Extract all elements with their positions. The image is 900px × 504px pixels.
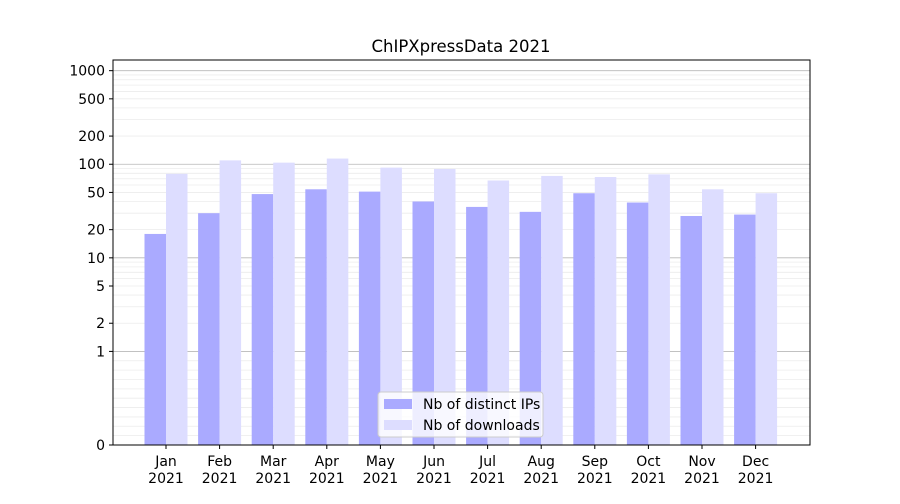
x-tick-label: Jul 2021 bbox=[470, 454, 506, 487]
bar-distinct-ips bbox=[626, 202, 649, 445]
x-tick-label: Mar 2021 bbox=[255, 454, 291, 487]
bar-downloads bbox=[487, 180, 510, 446]
bar-distinct-ips bbox=[144, 233, 166, 445]
x-tick-label: Nov 2021 bbox=[684, 454, 720, 487]
bar-downloads bbox=[380, 167, 402, 445]
x-tick-label: Jun 2021 bbox=[416, 454, 452, 487]
y-tick-label: 1000 bbox=[69, 64, 105, 80]
x-tick-label: Oct 2021 bbox=[631, 454, 667, 487]
x-tick-label: Apr 2021 bbox=[309, 454, 345, 487]
y-tick-label: 100 bbox=[78, 157, 105, 173]
y-tick-label: 1 bbox=[96, 344, 105, 360]
bar-downloads bbox=[594, 177, 617, 446]
bar-downloads bbox=[648, 174, 670, 445]
legend-box bbox=[377, 391, 544, 438]
bar-downloads bbox=[166, 173, 188, 446]
legend-swatch bbox=[384, 420, 412, 430]
bar-downloads bbox=[702, 189, 724, 445]
bar-downloads bbox=[273, 162, 295, 445]
bar-distinct-ips bbox=[358, 191, 381, 445]
y-tick-label: 200 bbox=[78, 129, 105, 145]
legend-swatch bbox=[384, 399, 412, 409]
legend-label: Nb of downloads bbox=[423, 418, 540, 434]
bar-distinct-ips bbox=[412, 201, 434, 445]
bars bbox=[144, 158, 778, 446]
x-tick-label: Jan 2021 bbox=[148, 454, 184, 487]
bar-downloads bbox=[326, 158, 349, 445]
bar-downloads bbox=[219, 160, 242, 445]
x-tick-label: Dec 2021 bbox=[738, 454, 774, 487]
y-tick-label: 50 bbox=[87, 185, 105, 201]
y-tick-label: 5 bbox=[96, 279, 105, 295]
bar-distinct-ips bbox=[680, 215, 702, 445]
axis-ticks: 0 1 2 5 10 20 50 100 200 500 1000 Jan 2021 Feb 2021 Mar… bbox=[69, 64, 773, 487]
bar-downloads bbox=[434, 168, 456, 445]
bar-distinct-ips bbox=[519, 211, 542, 445]
y-tick-label: 0 bbox=[96, 438, 105, 454]
chart-title: ChIPXpressData 2021 bbox=[372, 37, 551, 56]
bar-downloads bbox=[755, 193, 778, 445]
legend-label: Nb of distinct IPs bbox=[423, 397, 540, 413]
x-tick-label: Sep 2021 bbox=[577, 454, 613, 487]
y-tick-label: 500 bbox=[78, 92, 105, 108]
x-tick-label: May 2021 bbox=[363, 454, 399, 487]
plot-frame bbox=[112, 59, 811, 446]
y-tick-label: 20 bbox=[87, 223, 105, 239]
bar-distinct-ips bbox=[305, 189, 327, 445]
bar-downloads bbox=[541, 175, 563, 445]
bar-distinct-ips bbox=[734, 214, 756, 445]
x-tick-label: Aug 2021 bbox=[523, 454, 559, 487]
bar-distinct-ips bbox=[466, 206, 488, 445]
x-tick-label: Feb 2021 bbox=[202, 454, 238, 487]
legend: Nb of distinct IPs Nb of downloads bbox=[377, 391, 544, 438]
y-tick-label: 10 bbox=[87, 251, 105, 267]
bar-distinct-ips bbox=[573, 193, 595, 445]
y-tick-label: 2 bbox=[96, 316, 105, 332]
bar-distinct-ips bbox=[198, 213, 220, 445]
bar-distinct-ips bbox=[251, 194, 274, 445]
